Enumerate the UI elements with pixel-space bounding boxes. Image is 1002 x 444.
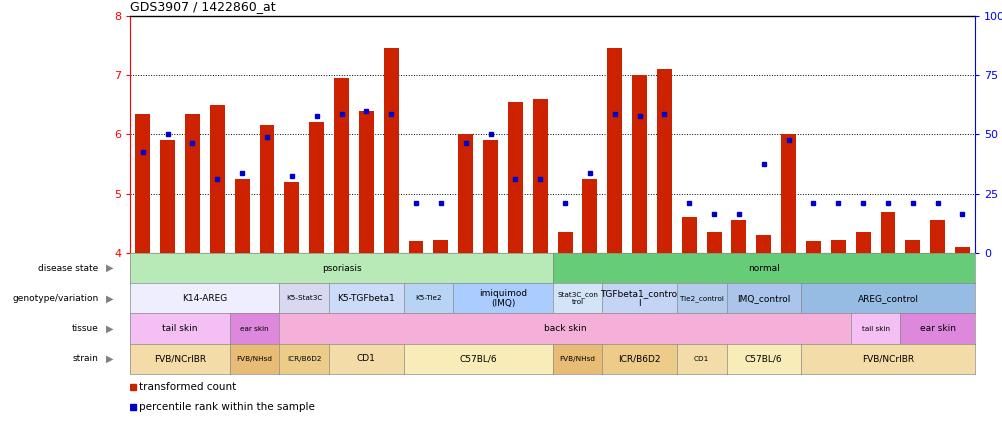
Text: FVB/NCrIBR: FVB/NCrIBR bbox=[861, 354, 913, 363]
Text: ICR/B6D2: ICR/B6D2 bbox=[287, 356, 322, 362]
Bar bbox=[285, 182, 299, 253]
Text: tail skin: tail skin bbox=[861, 325, 889, 332]
Text: ▶: ▶ bbox=[106, 354, 113, 364]
Text: FVB/NHsd: FVB/NHsd bbox=[236, 356, 273, 362]
Text: CD1: CD1 bbox=[693, 356, 708, 362]
Text: ear skin: ear skin bbox=[240, 325, 269, 332]
Bar bbox=[954, 247, 969, 253]
Bar bbox=[880, 211, 895, 253]
Text: ▶: ▶ bbox=[106, 293, 113, 303]
Text: C57BL/6: C57BL/6 bbox=[459, 354, 496, 363]
Text: psoriasis: psoriasis bbox=[322, 264, 361, 273]
Text: imiquimod
(IMQ): imiquimod (IMQ) bbox=[478, 289, 526, 308]
Text: K5-TGFbeta1: K5-TGFbeta1 bbox=[337, 294, 395, 303]
Bar bbox=[507, 102, 522, 253]
Bar bbox=[929, 220, 944, 253]
Text: strain: strain bbox=[72, 354, 98, 363]
Bar bbox=[433, 240, 448, 253]
Text: C57BL/6: C57BL/6 bbox=[744, 354, 782, 363]
Bar bbox=[309, 123, 324, 253]
Bar bbox=[359, 111, 374, 253]
Text: tissue: tissue bbox=[71, 324, 98, 333]
Bar bbox=[557, 232, 572, 253]
Bar bbox=[209, 105, 224, 253]
Text: disease state: disease state bbox=[38, 264, 98, 273]
Text: back skin: back skin bbox=[543, 324, 586, 333]
Text: ▶: ▶ bbox=[106, 324, 113, 333]
Text: K14-AREG: K14-AREG bbox=[182, 294, 227, 303]
Bar bbox=[408, 241, 423, 253]
Bar bbox=[458, 135, 473, 253]
Text: FVB/NCrIBR: FVB/NCrIBR bbox=[154, 354, 206, 363]
Bar bbox=[681, 218, 696, 253]
Bar bbox=[606, 48, 621, 253]
Text: FVB/NHsd: FVB/NHsd bbox=[559, 356, 595, 362]
Text: CD1: CD1 bbox=[357, 354, 376, 363]
Text: AREG_control: AREG_control bbox=[857, 294, 918, 303]
Bar bbox=[184, 114, 199, 253]
Bar bbox=[532, 99, 547, 253]
Text: genotype/variation: genotype/variation bbox=[12, 294, 98, 303]
Bar bbox=[656, 69, 671, 253]
Bar bbox=[334, 78, 349, 253]
Text: transformed count: transformed count bbox=[138, 382, 235, 392]
Bar bbox=[806, 241, 820, 253]
Text: K5-Stat3C: K5-Stat3C bbox=[286, 295, 322, 301]
Bar bbox=[830, 240, 845, 253]
Bar bbox=[781, 135, 796, 253]
Text: ICR/B6D2: ICR/B6D2 bbox=[617, 354, 660, 363]
Bar bbox=[234, 179, 249, 253]
Bar bbox=[706, 232, 720, 253]
Bar bbox=[905, 240, 920, 253]
Bar bbox=[756, 235, 771, 253]
Bar bbox=[135, 114, 150, 253]
Text: tail skin: tail skin bbox=[162, 324, 197, 333]
Bar bbox=[160, 140, 175, 253]
Text: ear skin: ear skin bbox=[919, 324, 955, 333]
Bar bbox=[855, 232, 870, 253]
Bar bbox=[384, 48, 398, 253]
Text: TGFbeta1_control
l: TGFbeta1_control l bbox=[599, 289, 678, 308]
Bar bbox=[260, 125, 275, 253]
Bar bbox=[631, 75, 646, 253]
Text: ▶: ▶ bbox=[106, 263, 113, 273]
Text: Stat3C_con
trol: Stat3C_con trol bbox=[556, 292, 597, 305]
Bar bbox=[730, 220, 745, 253]
Text: percentile rank within the sample: percentile rank within the sample bbox=[138, 402, 315, 412]
Text: normal: normal bbox=[747, 264, 779, 273]
Text: GDS3907 / 1422860_at: GDS3907 / 1422860_at bbox=[130, 0, 276, 13]
Bar bbox=[582, 179, 597, 253]
Text: IMQ_control: IMQ_control bbox=[736, 294, 790, 303]
Text: Tie2_control: Tie2_control bbox=[679, 295, 722, 302]
Bar bbox=[483, 140, 498, 253]
Text: K5-Tie2: K5-Tie2 bbox=[415, 295, 441, 301]
